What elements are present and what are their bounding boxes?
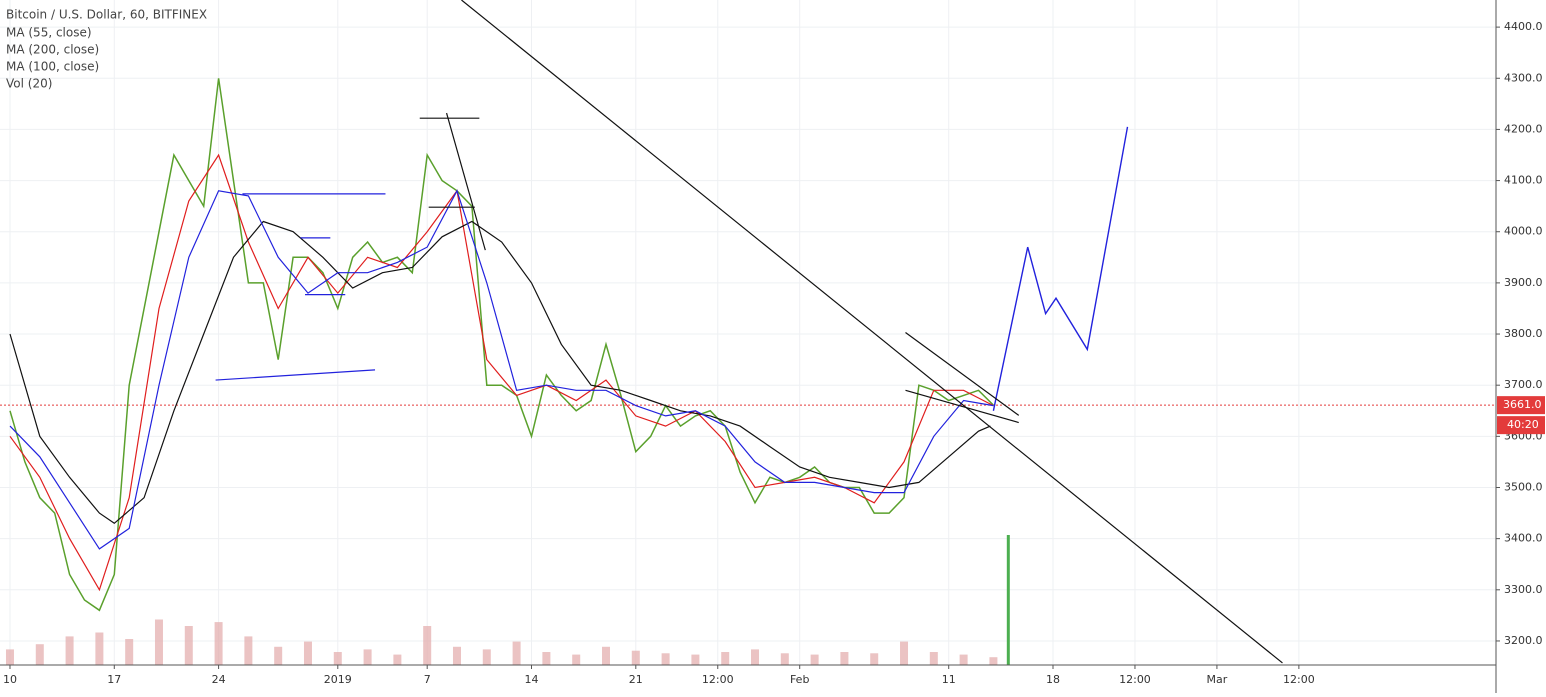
- volume-bar: [65, 636, 74, 665]
- volume-bar: [1006, 535, 1010, 665]
- series-line: [992, 126, 1129, 411]
- volume-bar: [751, 649, 760, 665]
- x-tick-label: 2019: [324, 673, 352, 686]
- y-tick-label: 3900.0: [1504, 276, 1543, 289]
- y-tick-label: 3700.0: [1504, 378, 1543, 391]
- volume-bar: [780, 653, 789, 665]
- volume-bar: [721, 652, 730, 665]
- last-price-label: 3661.0: [1503, 398, 1542, 411]
- volume-bar: [423, 626, 432, 665]
- volume-bar: [5, 649, 14, 665]
- trend-line: [445, 112, 486, 251]
- volume-bar: [482, 649, 491, 665]
- volume-bar: [631, 650, 640, 665]
- volume-bar: [154, 619, 163, 665]
- x-tick-label: 18: [1046, 673, 1060, 686]
- series-line: [9, 220, 991, 525]
- volume-bar: [810, 654, 819, 665]
- volume-bar: [303, 641, 312, 665]
- volume-bar: [35, 644, 44, 665]
- x-tick-label: 12:00: [702, 673, 734, 686]
- last-price-box: [1497, 396, 1545, 415]
- legend-item: MA (100, close): [6, 60, 99, 74]
- x-tick-label: 17: [107, 673, 121, 686]
- volume-bar: [125, 639, 134, 665]
- volume-bar: [929, 652, 938, 665]
- volume-bar: [214, 622, 223, 665]
- volume-bar: [900, 641, 909, 665]
- y-tick-label: 3400.0: [1504, 532, 1543, 545]
- grid: [0, 0, 1496, 665]
- y-tick-label: 3200.0: [1504, 634, 1543, 647]
- y-tick-label: 4300.0: [1504, 71, 1543, 84]
- volume-bar: [661, 653, 670, 665]
- trend-line: [905, 389, 1019, 424]
- y-tick-label: 4100.0: [1504, 174, 1543, 187]
- volume-bar: [840, 652, 849, 665]
- trend-line: [461, 0, 1283, 664]
- x-tick-label: 12:00: [1119, 673, 1151, 686]
- axes: 3200.03300.03400.03500.03600.03700.03800…: [3, 20, 1545, 686]
- legend: Bitcoin / U.S. Dollar, 60, BITFINEX MA (…: [6, 8, 207, 91]
- x-tick-label: 21: [629, 673, 643, 686]
- volume-bar: [870, 653, 879, 665]
- volume-bar: [184, 626, 193, 665]
- volume-bar: [601, 646, 610, 665]
- volume-bar: [691, 654, 700, 665]
- series-line: [9, 189, 994, 550]
- x-tick-label: 11: [942, 673, 956, 686]
- volume-bar: [512, 641, 521, 665]
- series-line: [9, 153, 994, 592]
- volume-bar: [959, 654, 968, 665]
- x-tick-label: 12:00: [1283, 673, 1315, 686]
- countdown-box: [1497, 416, 1545, 435]
- y-tick-label: 4000.0: [1504, 225, 1543, 238]
- legend-item: Vol (20): [6, 77, 52, 91]
- x-tick-label: 7: [424, 673, 431, 686]
- legend-item: MA (55, close): [6, 26, 92, 40]
- y-tick-label: 4200.0: [1504, 122, 1543, 135]
- plot: [0, 0, 1496, 665]
- x-tick-label: Feb: [790, 673, 809, 686]
- legend-item: Bitcoin / U.S. Dollar, 60, BITFINEX: [6, 8, 207, 22]
- y-tick-label: 3500.0: [1504, 480, 1543, 493]
- x-tick-label: 24: [212, 673, 226, 686]
- volume-bar: [989, 657, 998, 665]
- x-tick-label: 10: [3, 673, 17, 686]
- volume-bar: [95, 632, 104, 665]
- volume-bar: [333, 652, 342, 665]
- volume-bar: [393, 654, 402, 665]
- x-tick-label: 14: [524, 673, 538, 686]
- y-tick-label: 4400.0: [1504, 20, 1543, 33]
- y-tick-label: 3800.0: [1504, 327, 1543, 340]
- trend-line: [905, 332, 1020, 416]
- volume-bar: [572, 654, 581, 665]
- x-tick-label: Mar: [1207, 673, 1228, 686]
- volume-bar: [542, 652, 551, 665]
- volume-bar: [452, 646, 461, 665]
- trend-line: [215, 369, 376, 381]
- countdown-label: 40:20: [1507, 418, 1539, 431]
- y-tick-label: 3300.0: [1504, 583, 1543, 596]
- legend-item: MA (200, close): [6, 43, 99, 57]
- volume-bar: [244, 636, 253, 665]
- volume-bar: [363, 649, 372, 665]
- volume-bar: [274, 646, 283, 665]
